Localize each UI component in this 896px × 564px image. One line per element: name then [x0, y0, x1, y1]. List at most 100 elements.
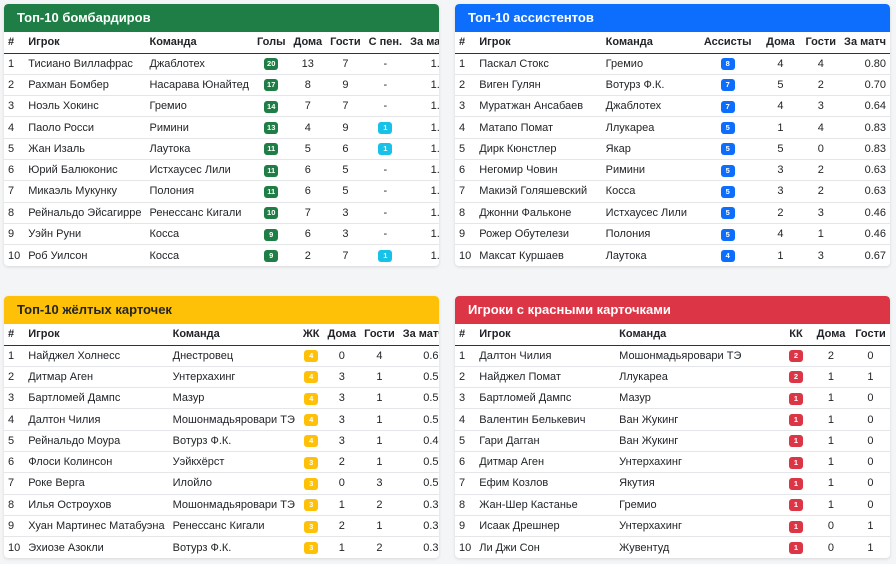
table-row: 10 Максат Куршаев Лаутока 4 1 3 0.67 — [455, 245, 890, 266]
column-header-team[interactable]: Команда — [168, 324, 299, 346]
red-cards-cell: 2 — [781, 366, 811, 389]
column-header-rank[interactable]: # — [455, 324, 476, 346]
column-header-rank[interactable]: # — [4, 32, 25, 54]
player-cell: Эхиозе Азокли — [28, 541, 104, 554]
rank-cell: 5 — [455, 138, 476, 160]
assists-badge: 5 — [720, 143, 735, 156]
home-cell: 13 — [289, 53, 327, 75]
column-header-home[interactable]: Дома — [289, 32, 327, 54]
away-cell: 0 — [850, 430, 890, 452]
red-cards-cell: 1 — [781, 387, 811, 410]
away-cell: 1 — [360, 515, 399, 538]
column-header-red-cards[interactable]: КК — [781, 324, 811, 346]
home-cell: 1 — [323, 494, 361, 516]
column-header-per-match[interactable]: За матч — [398, 324, 439, 346]
goals-badge: 11 — [264, 164, 279, 177]
team-cell: Лаутока — [605, 249, 647, 262]
column-header-home[interactable]: Дома — [323, 324, 361, 346]
rank-cell: 7 — [455, 180, 476, 203]
home-cell: 0 — [323, 472, 361, 495]
column-header-penalties[interactable]: С пен. — [364, 32, 407, 54]
away-cell: 1 — [360, 387, 399, 410]
table-row: 1 Паскал Стокс Гремио 8 4 4 0.80 — [455, 53, 890, 75]
team-cell: Гремио — [601, 53, 696, 75]
column-header-team[interactable]: Команда — [601, 32, 696, 54]
red-cards-badge: 1 — [789, 435, 804, 448]
assists-cell: 7 — [695, 95, 760, 118]
player-cell: Жан Изаль — [24, 138, 146, 160]
home-cell: 1 — [811, 472, 851, 495]
home-cell: 0 — [827, 541, 835, 554]
column-header-player[interactable]: Игрок — [24, 32, 146, 54]
column-header-assists[interactable]: Ассисты — [695, 32, 760, 54]
home-cell: 7 — [289, 95, 327, 118]
team-cell: Вотурз Ф.К. — [172, 541, 232, 554]
column-header-player[interactable]: Игрок — [475, 324, 616, 346]
table-row: 10 Роб Уилсон Косса 9 2 7 1 1.13 — [4, 245, 439, 266]
home-cell: 3 — [323, 408, 361, 431]
column-header-team[interactable]: Команда — [615, 324, 782, 346]
penalties-cell: 1 — [364, 138, 407, 160]
rank-cell: 1 — [4, 345, 25, 367]
rank-cell: 6 — [4, 159, 25, 182]
away-cell: 7 — [326, 53, 365, 75]
column-header-away[interactable]: Гости — [801, 32, 841, 54]
assists-badge: 5 — [720, 185, 735, 198]
per-match-cell: 0.80 — [840, 53, 890, 75]
player-cell: Тисиано Виллафрас — [24, 53, 146, 75]
goals-badge: 11 — [264, 185, 279, 198]
column-header-home[interactable]: Дома — [811, 324, 851, 346]
rank-cell: 8 — [455, 202, 476, 224]
column-header-player[interactable]: Игрок — [475, 32, 602, 54]
column-header-away[interactable]: Гости — [326, 32, 365, 54]
player-cell: Дитмар Аген — [475, 451, 616, 474]
rank-cell: 8 — [455, 494, 476, 516]
player-cell: Дитмар Аген — [24, 366, 169, 389]
column-header-per-match[interactable]: За матч — [406, 32, 439, 54]
column-header-team[interactable]: Команда — [145, 32, 253, 54]
player-cell: Бартломей Дампс — [475, 387, 616, 410]
player-cell: Илья Остроухов — [24, 494, 169, 516]
away-cell: 4 — [360, 345, 399, 367]
home-cell: 3 — [759, 180, 802, 203]
column-header-home[interactable]: Дома — [759, 32, 802, 54]
team-cell: Мошонмадьяровари ТЭ — [615, 345, 782, 367]
player-cell: Ноэль Хокинс — [24, 95, 146, 118]
penalties-badge: 1 — [378, 143, 393, 156]
column-header-away[interactable]: Гости — [360, 324, 399, 346]
per-match-cell: 1.63 — [406, 116, 439, 139]
away-cell: 4 — [801, 116, 841, 139]
column-header-rank[interactable]: # — [4, 324, 25, 346]
home-cell: 2 — [323, 515, 361, 538]
home-cell: 4 — [759, 95, 802, 118]
player-cell: Далтон Чилия — [475, 345, 616, 367]
penalties-cell: - — [364, 180, 407, 203]
table-row: 1 Далтон Чилия Мошонмадьяровари ТЭ 2 2 0 — [455, 345, 890, 367]
away-cell: 7 — [326, 95, 365, 118]
column-header-player[interactable]: Игрок — [24, 324, 169, 346]
home-cell: 5 — [759, 138, 802, 160]
home-cell: 1 — [811, 387, 851, 410]
rank-cell: 5 — [4, 138, 25, 160]
team-cell: Ренессанс Кигали — [168, 515, 299, 538]
team-cell: Римини — [601, 159, 696, 182]
column-header-per-match[interactable]: За матч — [840, 32, 890, 54]
red-cards-header: Игроки с красными карточками — [455, 296, 890, 324]
column-header-rank[interactable]: # — [455, 32, 476, 54]
column-header-goals[interactable]: Голы — [252, 32, 290, 54]
rank-cell: 2 — [4, 366, 25, 389]
column-header-yellow-cards[interactable]: ЖК — [298, 324, 324, 346]
home-cell: 7 — [289, 202, 327, 224]
away-cell: 1 — [360, 408, 399, 431]
yellow-cards-cell: 3 — [299, 537, 324, 558]
team-cell: Косса — [145, 223, 253, 246]
home-cell: 1 — [811, 366, 851, 389]
player-cell: Найджел Холнесс — [24, 345, 169, 367]
red-cards-badge: 1 — [789, 456, 804, 469]
per-match-cell: 1.40 — [406, 95, 439, 118]
away-cell: 0 — [801, 138, 841, 160]
column-header-away[interactable]: Гости — [850, 324, 890, 346]
goals-cell: 17 — [252, 74, 290, 97]
